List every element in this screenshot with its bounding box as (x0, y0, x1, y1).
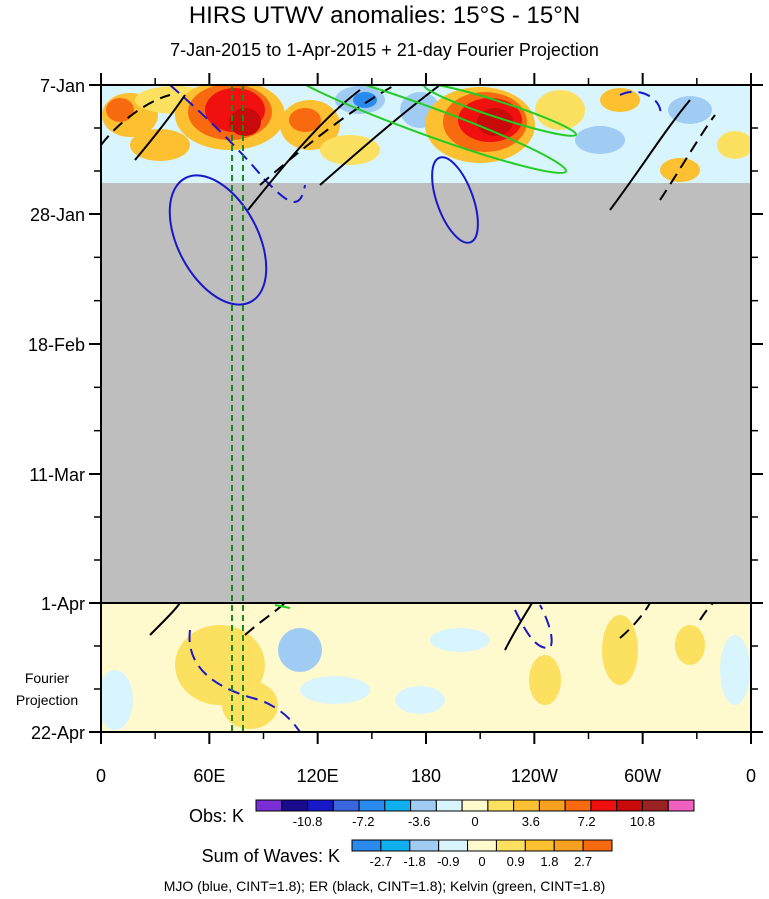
chart-subtitle: 7-Jan-2015 to 1-Apr-2015 + 21-day Fourie… (170, 40, 599, 60)
colorbar-swatch (564, 799, 592, 812)
colorbar-swatch (467, 839, 497, 852)
colorbar-swatch (438, 839, 469, 852)
colorbar-swatch (307, 799, 334, 812)
colorbar-swatch (410, 799, 437, 812)
colorbar-tick-label: 1.8 (540, 854, 558, 869)
colorbar-label: Sum of Waves: K (202, 846, 340, 866)
y-tick-label: 18-Feb (28, 335, 85, 355)
colorbar-swatch (616, 799, 643, 812)
colorbar-swatch (582, 839, 613, 852)
colorbar-label: Obs: K (189, 806, 244, 826)
colorbars: Obs: K -10.8 -7.2 -3.6 0 3.6 7.2 10.8 Sum of Wav… (189, 799, 695, 869)
colorbar-swatch (332, 799, 360, 812)
mjo-contours (168, 85, 662, 732)
colorbar-swatch (409, 839, 440, 852)
colorbar-tick-label: 0 (478, 854, 485, 869)
chart-title: HIRS UTWV anomalies: 15°S - 15°N (188, 2, 581, 29)
x-tick-label: 120E (297, 766, 339, 786)
colorbar-tick-label: -1.8 (403, 854, 425, 869)
projection-label: Fourier (25, 670, 70, 686)
colorbar-tick-label: -3.6 (408, 814, 430, 829)
wave-legend-note: MJO (blue, CINT=1.8); ER (black, CINT=1.… (163, 878, 606, 894)
axes: 0 60E 120E 180 120W 60W 0 7-Jan 28-Jan 18-Feb 11-M… (16, 73, 763, 786)
colorbar-tick-label: -2.7 (370, 854, 392, 869)
colorbar-swatch (384, 799, 412, 812)
colorbar-tick-label: 2.7 (574, 854, 592, 869)
x-tick-label: 120W (511, 766, 558, 786)
er-contours (101, 85, 716, 651)
colorbar-swatch (358, 799, 386, 812)
colorbar-swatch (255, 799, 283, 812)
colorbar-tick-label: 0 (471, 814, 478, 829)
y-tick-label: 11-Mar (29, 465, 85, 485)
colorbar-swatch (641, 799, 669, 812)
obs-anomaly-patches (102, 85, 751, 182)
colorbar-swatch (590, 799, 618, 812)
colorbar-swatch (495, 839, 526, 852)
missing-data-region (101, 183, 751, 603)
colorbar-swatch (281, 799, 309, 812)
x-tick-label: 60W (624, 766, 661, 786)
y-tick-label: 28-Jan (30, 205, 85, 225)
colorbar-swatch (538, 799, 566, 812)
projection-label: Projection (16, 692, 78, 708)
colorbar-tick-label: 3.6 (522, 814, 540, 829)
colorbar-swatch (380, 839, 411, 852)
colorbar-swatch (667, 799, 695, 812)
x-tick-label: 180 (411, 766, 441, 786)
colorbar-swatch (524, 839, 555, 852)
colorbar-swatch (553, 839, 584, 852)
y-tick-label: 22-Apr (31, 723, 85, 743)
y-tick-label: 7-Jan (40, 76, 85, 96)
x-tick-label: 0 (96, 766, 106, 786)
colorbar-swatch (351, 839, 382, 852)
colorbar-tick-label: -10.8 (293, 814, 323, 829)
x-tick-label: 0 (746, 766, 756, 786)
colorbar-swatch (461, 799, 489, 812)
colorbar-tick-label: -7.2 (352, 814, 374, 829)
colorbar-swatch (435, 799, 463, 812)
colorbar-swatch (487, 799, 515, 812)
colorbar-tick-label: 0.9 (507, 854, 525, 869)
colorbar-tick-label: 7.2 (578, 814, 596, 829)
colorbar-swatch (513, 799, 540, 812)
colorbar-tick-label: -0.9 (437, 854, 459, 869)
x-tick-label: 60E (193, 766, 225, 786)
colorbar-tick-label: 10.8 (630, 814, 655, 829)
y-tick-label: 1-Apr (41, 594, 85, 614)
